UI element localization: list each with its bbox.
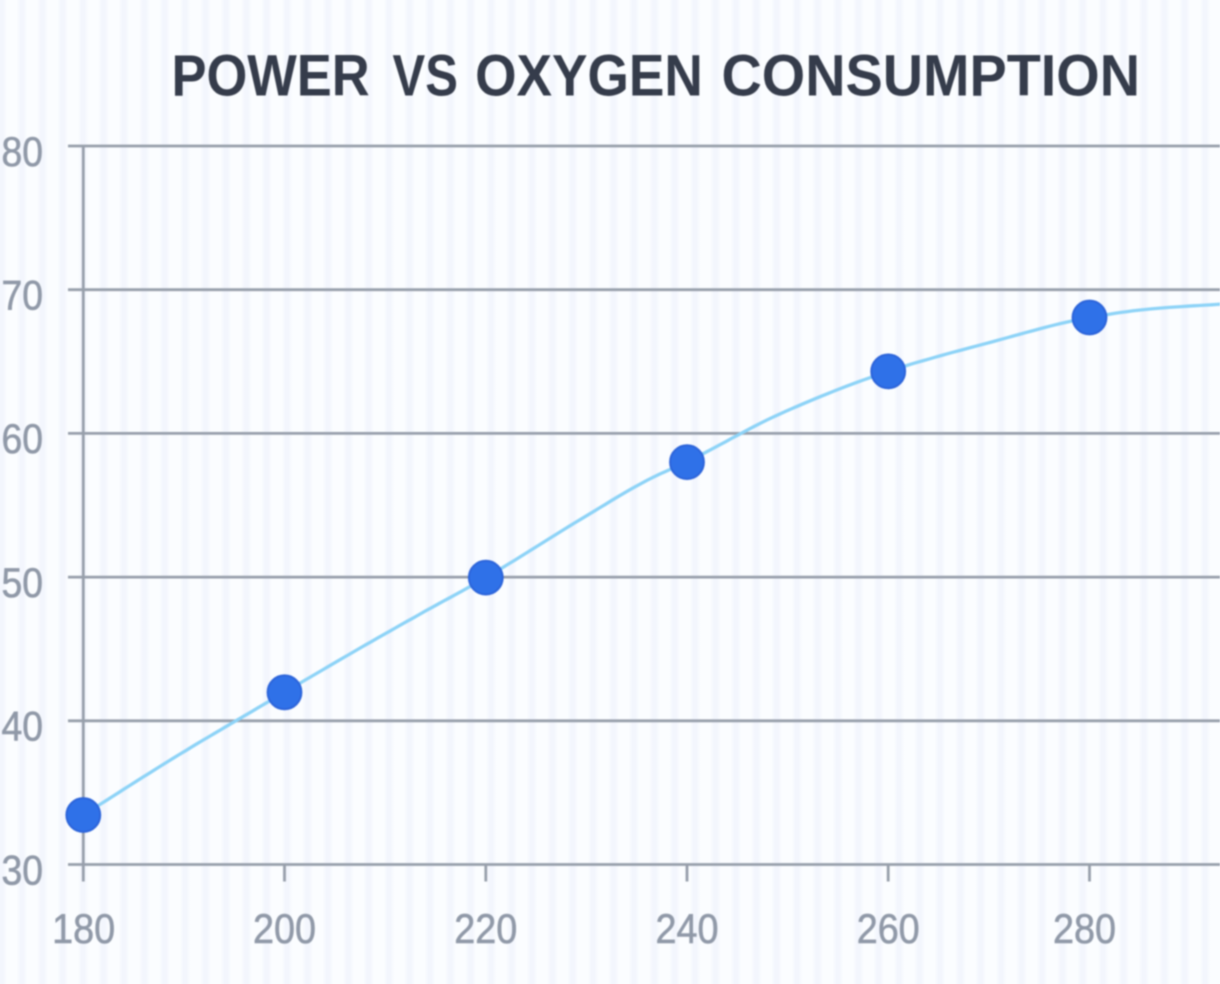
svg-text:CONSUMPTION: CONSUMPTION [722, 44, 1141, 109]
svg-text:60: 60 [2, 415, 44, 462]
svg-text:40: 40 [2, 703, 44, 750]
svg-text:80: 80 [2, 128, 44, 175]
svg-text:POWER: POWER [172, 44, 370, 109]
svg-text:200: 200 [253, 905, 316, 952]
svg-text:OXYGEN: OXYGEN [475, 44, 703, 109]
svg-text:70: 70 [2, 272, 44, 319]
svg-text:VS: VS [393, 44, 458, 109]
svg-text:260: 260 [857, 905, 920, 952]
svg-text:180: 180 [52, 905, 115, 952]
svg-text:280: 280 [1053, 905, 1116, 952]
svg-text:220: 220 [454, 905, 517, 952]
svg-text:30: 30 [2, 846, 44, 893]
svg-text:240: 240 [656, 905, 719, 952]
svg-text:50: 50 [2, 559, 44, 606]
